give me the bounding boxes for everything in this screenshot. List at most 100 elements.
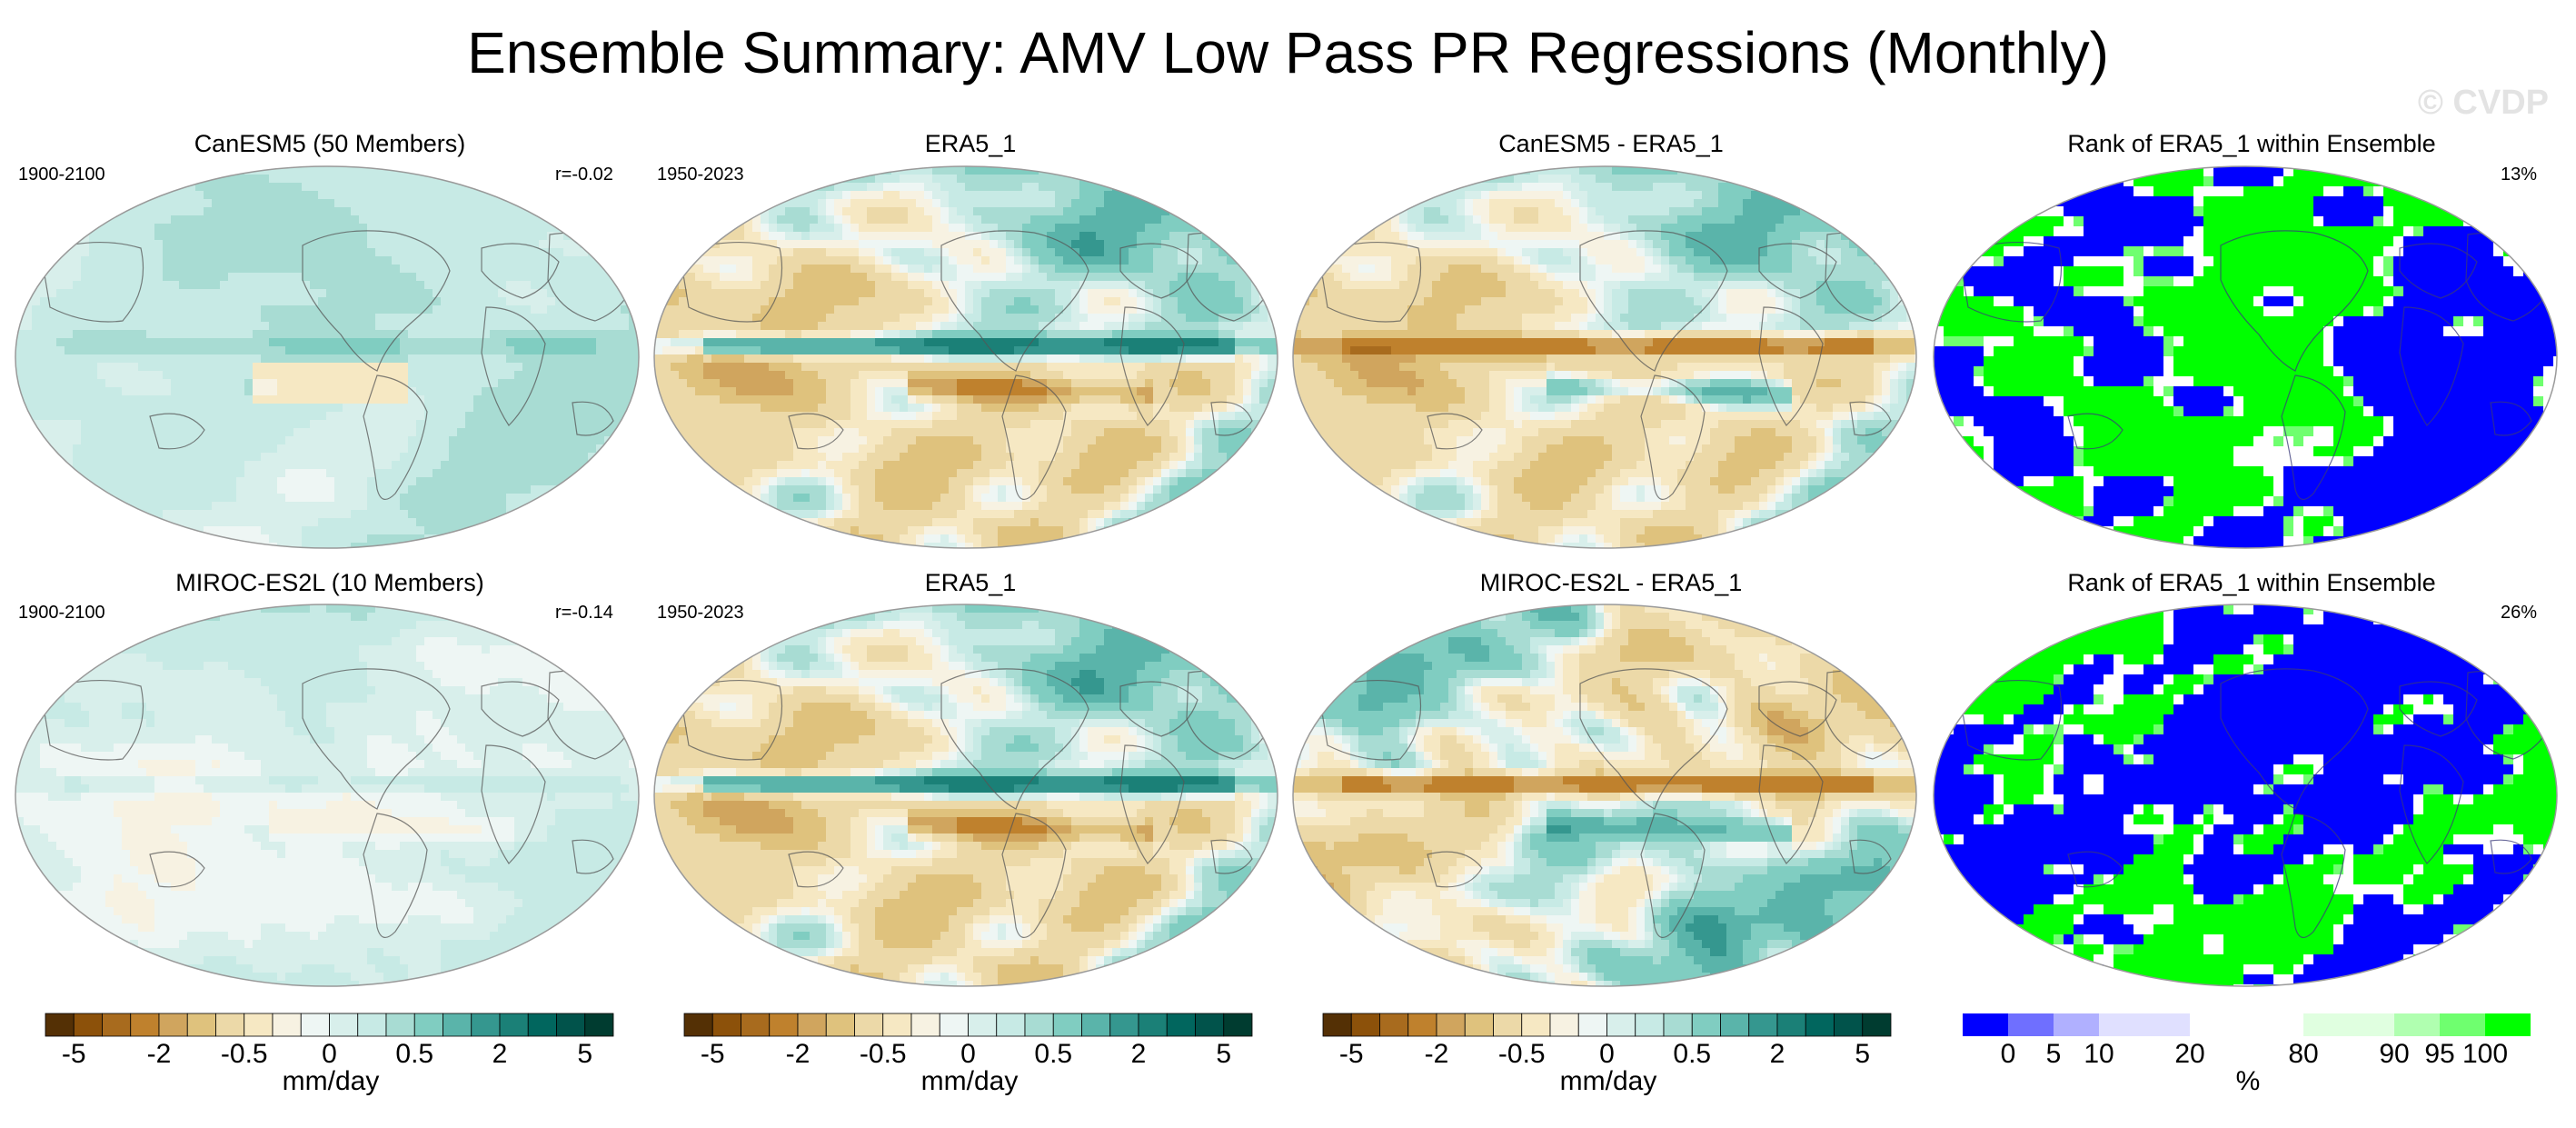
colorbar-bin	[1109, 1013, 1139, 1037]
map-r2-diff	[1292, 604, 1917, 987]
years-r1-obs: 1950-2023	[657, 164, 744, 185]
colorbar-tick-label: 0	[2001, 1039, 2016, 1069]
colorbar-tick-label: 0	[322, 1039, 337, 1069]
colorbar-bin	[939, 1013, 969, 1037]
colorbar-bin	[1436, 1013, 1466, 1037]
colorbar-bin	[186, 1013, 216, 1037]
colorbar-bin	[73, 1013, 103, 1037]
colorbar-bin	[1493, 1013, 1523, 1037]
colorbar-tick-label: -5	[1339, 1039, 1364, 1069]
colorbar-bin	[244, 1013, 274, 1037]
colorbar-bin	[1223, 1013, 1253, 1037]
colorbar-bin	[1862, 1013, 1892, 1037]
colorbar-bin	[2485, 1013, 2531, 1036]
map-r1-rank	[1933, 165, 2558, 549]
colorbar-bin	[683, 1013, 713, 1037]
colorbar-tick-label: -2	[786, 1039, 811, 1069]
stat-r2-rank: 26%	[2501, 602, 2537, 624]
panel-title-r2-model: MIROC-ES2L (10 Members)	[12, 567, 648, 598]
colorbar-bin	[910, 1013, 940, 1037]
years-r1-model: 1900-2100	[18, 164, 105, 185]
colorbar-tick-label: -5	[62, 1039, 86, 1069]
colorbar-bin	[45, 1013, 75, 1037]
colorbar-tick-label: 80	[2288, 1039, 2318, 1069]
panel-title-r2-obs: ERA5_1	[652, 567, 1288, 598]
colorbar-bin	[2303, 1013, 2394, 1036]
colorbar-bin	[556, 1013, 586, 1037]
panel-title-r2-rank: Rank of ERA5_1 within Ensemble	[1934, 567, 2570, 598]
colorbar-bin	[1776, 1013, 1806, 1037]
colorbar-bin	[1720, 1013, 1750, 1037]
units-label-obs: mm/day	[679, 1065, 1260, 1098]
units-label-model: mm/day	[40, 1065, 622, 1098]
colorbar-bin	[1748, 1013, 1778, 1037]
colorbar-tick-label: 0.5	[1034, 1039, 1072, 1069]
colorbar-bin	[1805, 1013, 1835, 1037]
colorbar-bin	[1577, 1013, 1607, 1037]
colorbar-tick-label: 0	[1599, 1039, 1615, 1069]
colorbar-bin	[215, 1013, 245, 1037]
map-r2-obs	[653, 604, 1278, 987]
colorbar-tick-label: 5	[1216, 1039, 1231, 1069]
colorbar-bin	[102, 1013, 132, 1037]
colorbar-bin	[272, 1013, 302, 1037]
colorbar-bin	[158, 1013, 188, 1037]
colorbar-bin	[357, 1013, 387, 1037]
colorbar-tick-label: 0.5	[1673, 1039, 1711, 1069]
colorbar-tick-label: -0.5	[221, 1039, 268, 1069]
colorbar-diff: -5 -2 -0.5 0 0.5 2 5	[1322, 1013, 1892, 1069]
colorbar-bin	[1663, 1013, 1693, 1037]
colorbar-tick-label: 0.5	[395, 1039, 433, 1069]
colorbar-bin	[1350, 1013, 1380, 1037]
colorbar-tick-label: 0	[960, 1039, 976, 1069]
stat-r2-model: r=-0.14	[555, 602, 613, 624]
colorbar-bin	[443, 1013, 472, 1037]
colorbar-bin	[2054, 1013, 2099, 1036]
colorbar-bin	[1052, 1013, 1082, 1037]
years-r2-obs: 1950-2023	[657, 602, 744, 624]
colorbar-tick-label: 2	[1131, 1039, 1147, 1069]
units-label-diff: mm/day	[1318, 1065, 1899, 1098]
map-r2-model	[15, 604, 640, 987]
cvdp-watermark: © CVDP	[2418, 84, 2549, 123]
panel-title-r2-diff: MIROC-ES2L - ERA5_1	[1293, 567, 1929, 598]
colorbar-tick-label: -2	[147, 1039, 172, 1069]
colorbar-bin	[1407, 1013, 1437, 1037]
colorbar-bin	[329, 1013, 359, 1037]
colorbar-bin	[854, 1013, 884, 1037]
colorbar-bin	[1521, 1013, 1551, 1037]
colorbar-tick-label: 5	[1855, 1039, 1870, 1069]
colorbar-bin	[797, 1013, 827, 1037]
colorbar-bin	[1606, 1013, 1636, 1037]
colorbar-bin	[1322, 1013, 1352, 1037]
colorbar-bin	[1379, 1013, 1409, 1037]
colorbar-bin	[471, 1013, 501, 1037]
colorbar-bin	[2008, 1013, 2054, 1036]
panel-title-r1-obs: ERA5_1	[652, 128, 1288, 159]
colorbar-tick-label: 2	[492, 1039, 508, 1069]
panel-title-r1-model: CanESM5 (50 Members)	[12, 128, 648, 159]
stat-r1-rank: 13%	[2501, 164, 2537, 185]
colorbar-bin	[1691, 1013, 1721, 1037]
map-r1-diff	[1292, 165, 1917, 549]
colorbar-bin	[385, 1013, 415, 1037]
colorbar-bin	[1834, 1013, 1864, 1037]
colorbar-tick-label: 100	[2462, 1039, 2508, 1069]
colorbar-bin	[711, 1013, 741, 1037]
colorbar-tick-label: 5	[577, 1039, 592, 1069]
colorbar-bin	[769, 1013, 799, 1037]
years-r2-model: 1900-2100	[18, 602, 105, 624]
map-r1-obs	[653, 165, 1278, 549]
colorbar-bin	[2394, 1013, 2440, 1036]
colorbar-bin	[300, 1013, 330, 1037]
colorbar-bin	[1963, 1013, 2008, 1036]
colorbar-bin	[1635, 1013, 1665, 1037]
colorbar-bin	[996, 1013, 1026, 1037]
colorbar-bin	[499, 1013, 529, 1037]
colorbar-tick-label: 20	[2174, 1039, 2204, 1069]
colorbar-bin	[2190, 1013, 2303, 1036]
colorbar-bin	[2440, 1013, 2485, 1036]
panel-title-r1-rank: Rank of ERA5_1 within Ensemble	[1934, 128, 2570, 159]
colorbar-tick-label: -5	[701, 1039, 725, 1069]
colorbar-bin	[130, 1013, 160, 1037]
